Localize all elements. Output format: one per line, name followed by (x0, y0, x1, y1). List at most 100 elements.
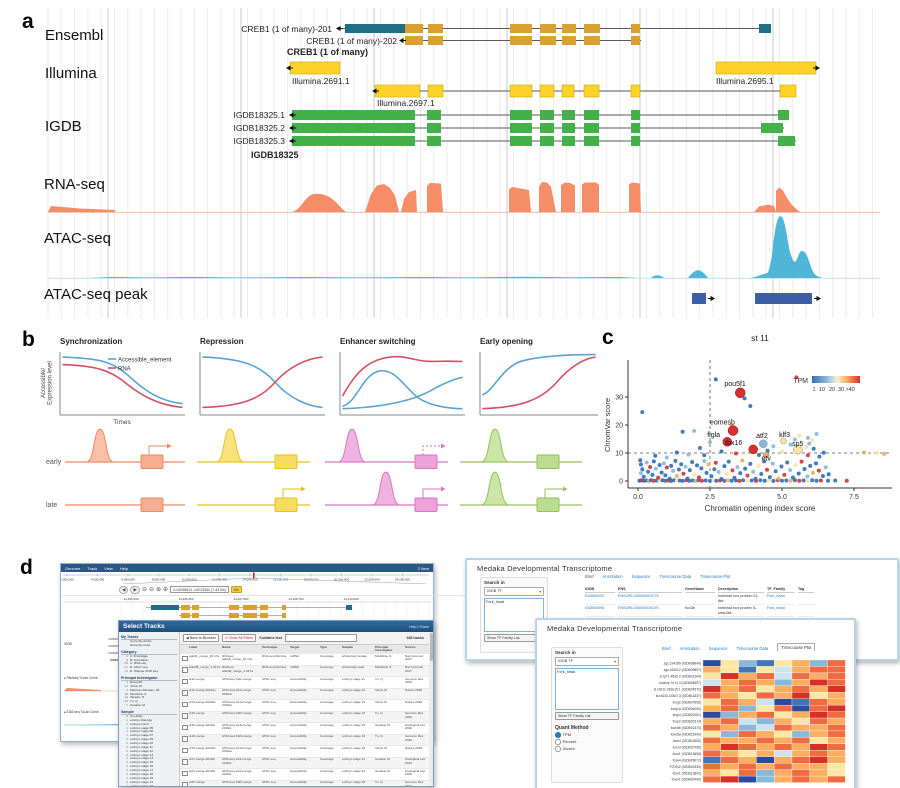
track-label-ensembl: Ensembl (45, 27, 103, 44)
sidebar-filter-item[interactable]: 1 embryo stage 06 (126, 729, 154, 734)
sidebar-filter-item[interactable]: 1 embryo stage 10 (126, 741, 154, 746)
rnaseq-signal (776, 187, 800, 212)
tab-timecourse-plot[interactable]: Timecourse Plot (777, 643, 816, 651)
clear-all-filters-button[interactable]: ✕ Clear All Filters (221, 634, 257, 642)
sidebar-filter-item[interactable]: 1 embryo stage 17 (126, 768, 154, 773)
menu-view[interactable]: View (104, 565, 113, 571)
sidebar-filter-item[interactable]: 3 embryo stage 15 (126, 760, 154, 765)
back-to-browser-button[interactable]: ◀ Back to Browser (183, 634, 219, 642)
contains-text-input[interactable] (284, 634, 357, 642)
tab-timecourse-data[interactable]: Timecourse Data (736, 646, 769, 651)
search-scope-select-2[interactable]: IGDB TF ▾ (555, 656, 619, 666)
track-row[interactable]: st15-merge ATACseq St15-merge ATAC seq Acce… (180, 711, 433, 724)
location-input[interactable]: 2:14205913..14213342 (7.43 Kb) (170, 586, 229, 593)
select-tracks-help-share[interactable]: Help | Share (409, 624, 429, 629)
tab-sequence[interactable]: Sequence (708, 646, 728, 651)
panel-label-b: b (22, 328, 35, 351)
sidebar-filter-item[interactable]: 1 embryo comb (126, 721, 149, 726)
track-row[interactable]: st13-merge-2019ss ATACseq st13-merge 2019… (180, 700, 433, 712)
sidebar-filter-item[interactable]: 3 embryo stage 09 (126, 737, 154, 742)
tab-brief[interactable]: Brief (662, 646, 671, 651)
sidebar-item[interactable]: Recently Used (130, 642, 151, 647)
sidebar-filter-item[interactable]: 5 B: Annotation (126, 657, 149, 662)
track-row[interactable]: adultF_merge_20.17a RNAseq adultF_merge_2… (180, 654, 433, 666)
menu-help[interactable]: Help (119, 565, 129, 571)
medaka-tabs-2: Brief Annotation Sequence Timecourse Data Ti… (662, 643, 816, 651)
menu-track[interactable]: Track (87, 565, 98, 571)
sidebar-filter-item[interactable]: 4 Ensembl (126, 680, 143, 685)
chromosome-overview-ruler[interactable]: 2,000,000 4,000,000 6,000,000 8,000,000 10,0… (61, 572, 431, 584)
heatmap-row-label: si:ch211-145o7.3 (IGDB11847) (656, 694, 701, 698)
sidebar-filter-item[interactable]: 1 embryo stage 19 (126, 775, 154, 780)
quant-option-zscore[interactable]: Zscore (555, 746, 619, 752)
sidebar-filter-item[interactable]: 1 embryo stage 18 (126, 771, 154, 776)
browser-menu-right[interactable]: ≡ Item (417, 565, 429, 571)
tracks-scrollbar[interactable] (429, 632, 433, 786)
track-row[interactable]: adultM_merge_2.017a RNAseq adultM_merge_2… (180, 665, 433, 678)
tab-sequence[interactable]: Sequence (631, 574, 651, 579)
model-chart-1 (203, 357, 323, 407)
zoom-in-icon[interactable]: ⊕ (156, 586, 162, 593)
sidebar-filter-item[interactable]: 1 A: Frontpage (126, 653, 148, 658)
sidebar-filter-item[interactable]: 18 Morishita, S (124, 691, 147, 696)
go-button[interactable]: Go (230, 586, 242, 593)
y-tick: 10 (615, 451, 623, 458)
show-tf-family-button-2[interactable]: Show TF Family List (555, 711, 619, 720)
sidebar-filter-item[interactable]: 1 embryo stage 22 (126, 783, 154, 786)
medaka-title: Medaka Developmental Transcriptome (477, 564, 613, 573)
pan-right-button[interactable]: ▶ (130, 585, 140, 594)
track-row[interactable]: st19-merge-2019ss ATACseq st19-merge 2019… (180, 746, 433, 758)
tab-annotation[interactable]: Annotation (602, 574, 623, 579)
sidebar-filter-item[interactable]: 3 embryo stage 11 (126, 744, 153, 749)
sidebar-filter-item[interactable]: 14 Takeda, H (124, 695, 144, 700)
track-row[interactable]: st21-merge-2019st ATACseq st21-merge 2019… (180, 757, 433, 770)
zoom-out-icon[interactable]: ⊖ (148, 586, 154, 593)
sidebar-filter-item[interactable]: 1 embryo stage 14 (126, 756, 154, 761)
sidebar-filter-item[interactable]: 21 D: ATAC seq (124, 665, 148, 670)
sidebar-filter-item[interactable]: 13 E: Histone ChIP seq (124, 669, 158, 674)
sidebar-filter-item[interactable]: 43 Tu, Q (124, 699, 138, 704)
sidebar-filter-item[interactable]: 56 C: RNA seq (124, 661, 147, 666)
tab-brief[interactable]: Brief (585, 574, 594, 579)
tab-timecourse-plot[interactable]: Timecourse Plot (700, 574, 731, 579)
sidebar-filter-item[interactable]: 3 embryo stage 21 (126, 779, 154, 784)
track-row[interactable]: st11-merge ATACseq St11-merge ATAC seq Acce… (180, 677, 433, 689)
sidebar-filter-item[interactable]: 3 Martinez-Morales, JR (126, 687, 160, 692)
tracks-table[interactable]: Label Name Technique Target Type Sample Princi… (180, 645, 433, 786)
sidebar-header-category: Category (121, 650, 177, 655)
sidebar-filter-item[interactable]: 1 embryo stage 16 (126, 764, 154, 769)
mini-igdb-label: IGDB18325.3 (108, 651, 124, 655)
tab-timecourse-data[interactable]: Timecourse Data (659, 574, 692, 579)
tf-label-tbx16: tbx16 (725, 440, 742, 447)
track-row[interactable]: st24-merge-2019st ATACseq st24-merge 2019… (180, 769, 433, 781)
quant-option-tpm[interactable]: TPM (555, 732, 619, 738)
zoom-in-far-icon[interactable]: ⊕ (163, 586, 169, 593)
sidebar-filter-item[interactable]: 1 embryo stage 05 (126, 725, 154, 730)
menu-genome[interactable]: Genome (65, 565, 81, 571)
timecourse-heatmap: zgc:194189 (IGDB08949) zgc:162612 (IGDB09… (654, 660, 846, 783)
select-tracks-toolbar: ◀ Back to Browser ✕ Clear All Filters Co… (180, 632, 433, 645)
select-tracks-sidebar[interactable]: My Tracks Currently Active Recently Used Ca… (119, 632, 180, 786)
search-scope-select[interactable]: IGDB TF ▾ (484, 586, 544, 596)
sidebar-filter-item[interactable]: 3 embryo stage 13 (126, 752, 154, 757)
sidebar-item[interactable]: Currently Active (130, 639, 152, 643)
tf-table: IGDB ENS GeneName Description TF_Family Tag IG… (585, 586, 885, 618)
sidebar-filter-item[interactable]: 11 Irimia, M (124, 683, 142, 688)
track-row[interactable]: st19-merge ATACseq St19-merge ATAC seq Acce… (180, 734, 433, 747)
quant-option-percent[interactable]: Percent (555, 739, 619, 745)
search-textarea-2[interactable]: Fork_head (555, 667, 619, 710)
sidebar-filter-item[interactable]: 1 embryo blastula (126, 717, 152, 722)
track-row[interactable]: st25-merge ATACseq St25-merge ATAC seq Acce… (180, 780, 433, 786)
atacseq-signal (750, 216, 822, 278)
tab-annotation[interactable]: Annotation (679, 646, 700, 651)
sidebar-filter-item[interactable]: 7 Uesaka, M (126, 703, 145, 708)
pan-left-button[interactable]: ◀ (119, 585, 129, 594)
sidebar-filter-item[interactable]: 1 embryo stage 07 (126, 733, 154, 738)
sidebar-filter-item[interactable]: 1 embryo stage 12 (126, 748, 154, 753)
track-row[interactable]: st11-merge-2019ss ATACseq st11-merge 2019… (180, 688, 433, 701)
zoom-out-far-icon[interactable]: ⊖ (141, 586, 147, 593)
gene-bold-label: CREB1 (1 of many) (287, 47, 368, 57)
track-row[interactable]: st15-merge-2019st ATACseq st15-merge 2019… (180, 723, 433, 735)
search-textarea[interactable]: Fork_head (484, 597, 544, 632)
sidebar-filter-item[interactable]: 8 (no data) (126, 714, 143, 719)
